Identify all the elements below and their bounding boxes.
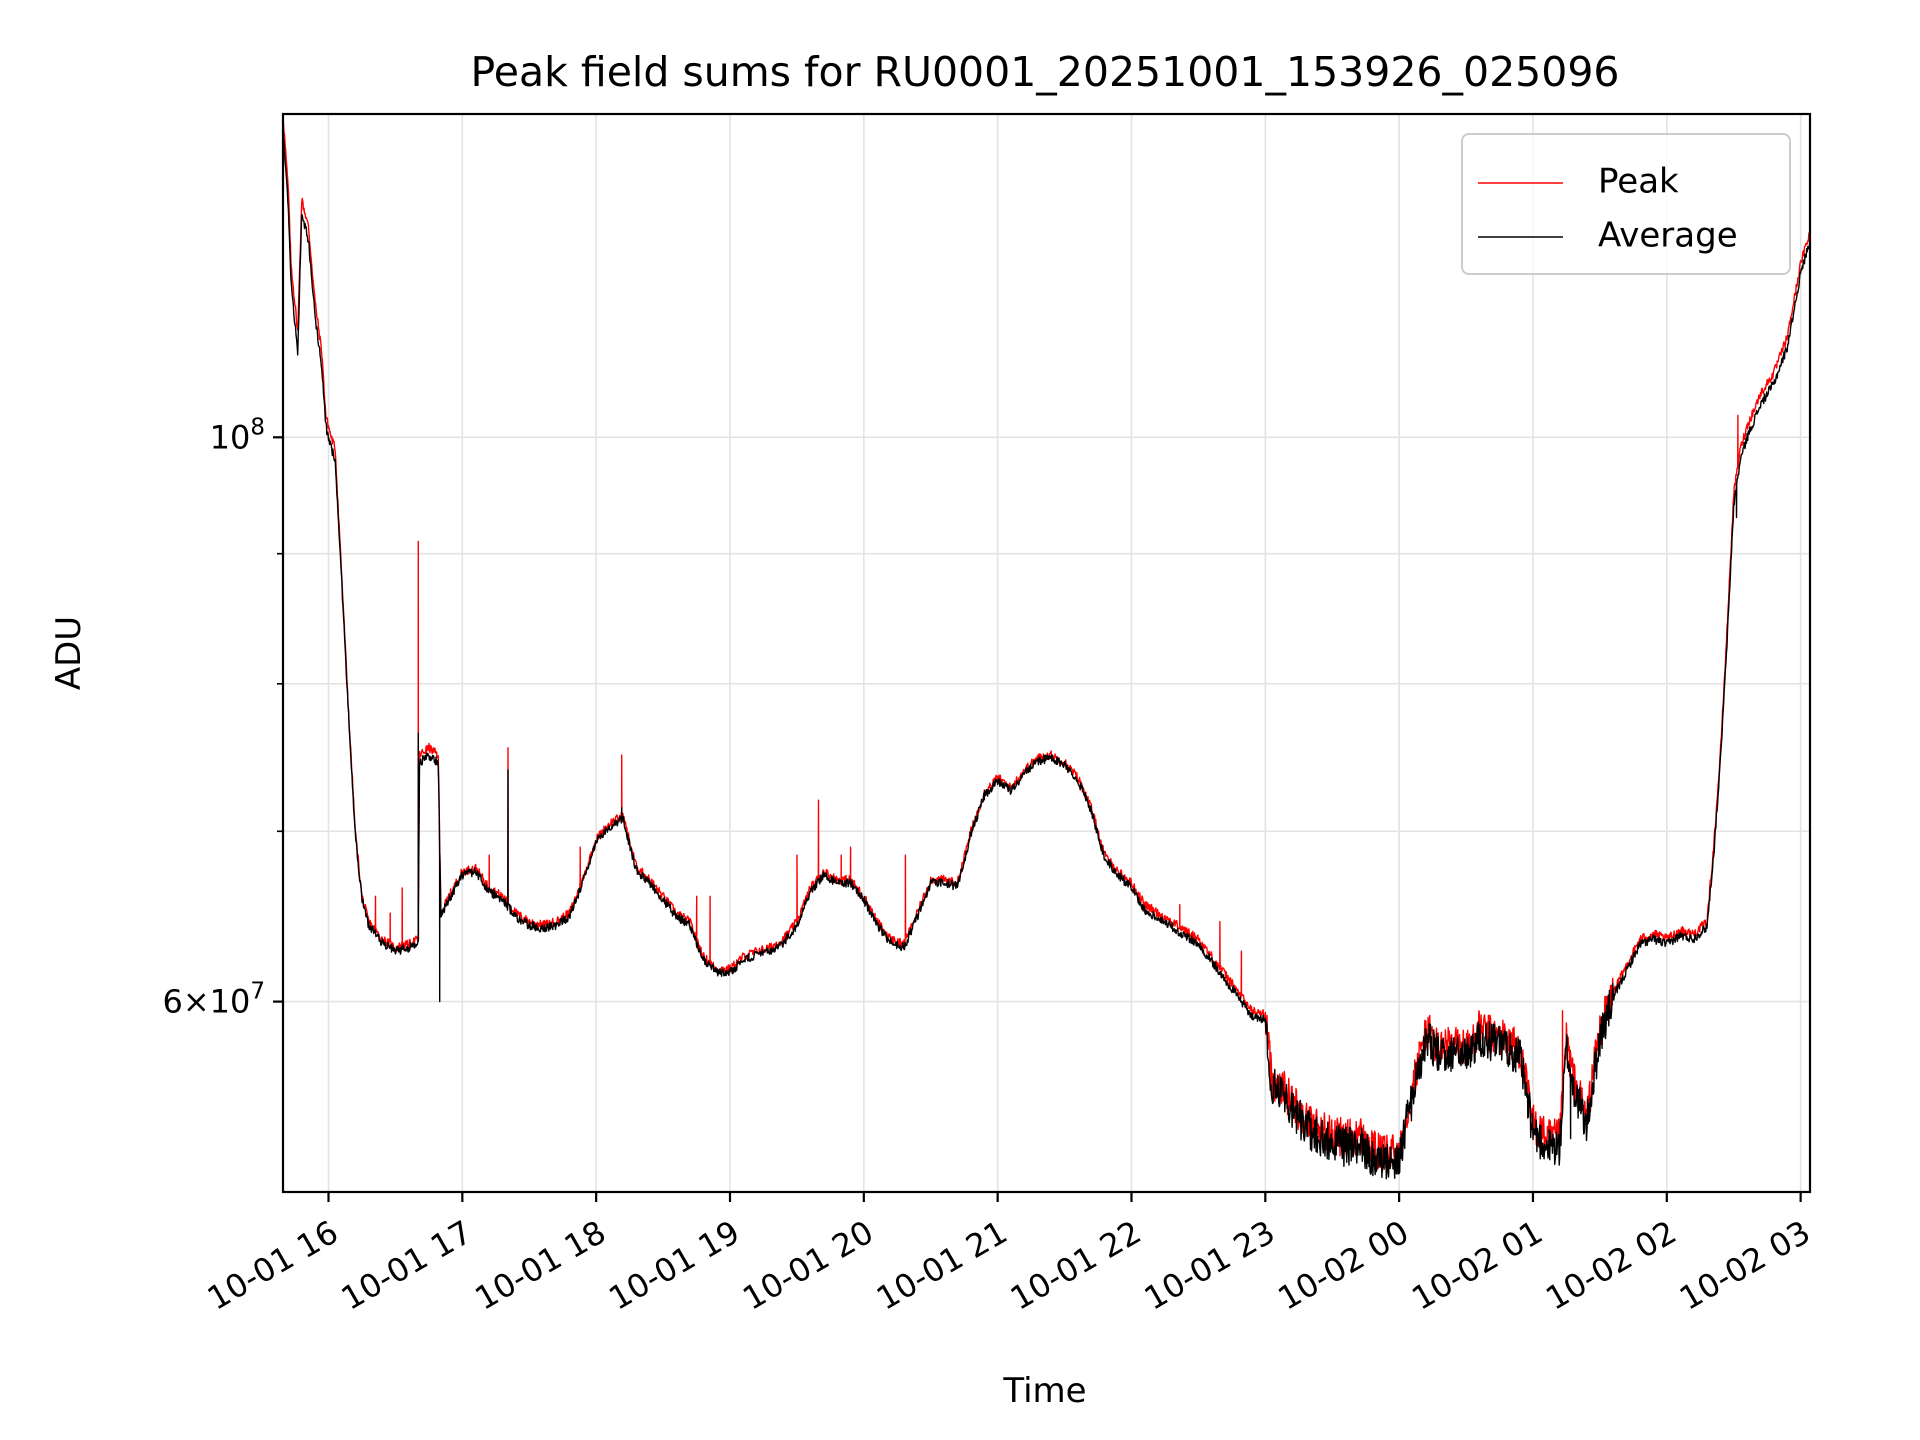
y-tick-label: 6×107 xyxy=(162,979,265,1021)
y-tick-base: 10 xyxy=(210,983,251,1021)
y-tick-base: 10 xyxy=(210,418,251,456)
legend-label-average: Average xyxy=(1598,216,1738,256)
grid-lines xyxy=(283,114,1810,1192)
y-tick-exponent: 7 xyxy=(250,979,265,1005)
y-tick-exponent: 8 xyxy=(250,414,265,440)
x-axis-label: Time xyxy=(1002,1371,1086,1411)
series-line-average xyxy=(282,134,1811,1180)
y-tick-label: 108 xyxy=(210,414,265,456)
y-tick-mantissa: 6 xyxy=(162,983,182,1021)
y-axis-label: ADU xyxy=(49,616,89,690)
chart-title: Peak field sums for RU0001_20251001_1539… xyxy=(470,48,1619,96)
plot-frame xyxy=(281,112,1812,1194)
legend-box xyxy=(1461,133,1791,275)
legend-label-peak: Peak xyxy=(1598,162,1679,202)
legend: Peak Average xyxy=(1461,133,1791,275)
plot-series xyxy=(282,115,1811,1180)
y-tick-times: × xyxy=(183,983,210,1021)
